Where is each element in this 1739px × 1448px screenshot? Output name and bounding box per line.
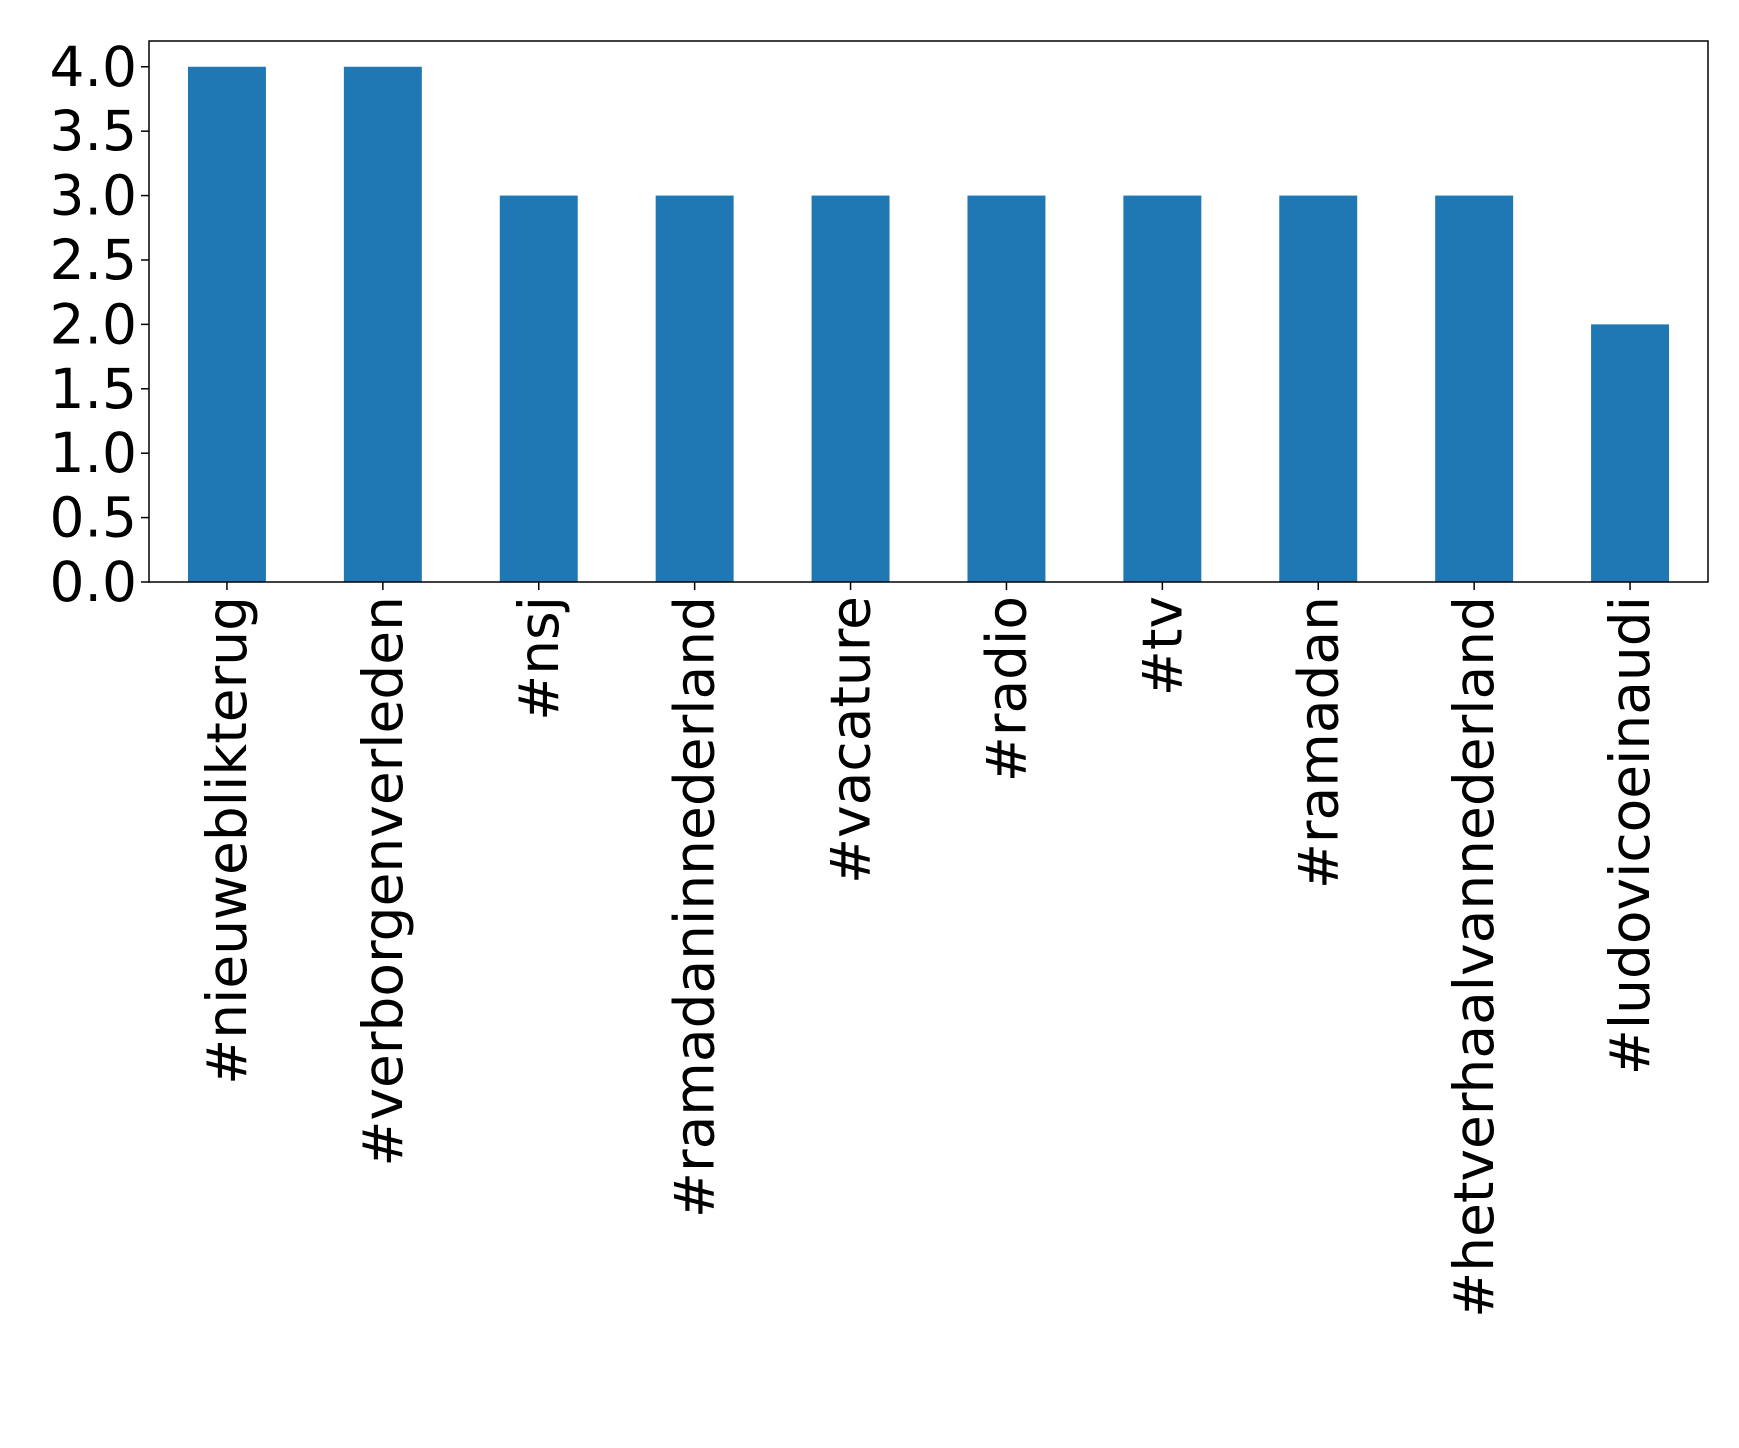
y-tick-label: 1.0 — [50, 421, 137, 485]
y-tick-label: 0.5 — [50, 486, 137, 550]
x-tick-label: #hetverhaalvannederland — [1442, 596, 1506, 1318]
bar — [187, 66, 266, 582]
y-tick-label: 0.0 — [50, 550, 137, 614]
bar — [811, 195, 890, 583]
x-tick-label: #tv — [1130, 596, 1194, 696]
bar — [967, 195, 1046, 583]
plot-frame — [148, 40, 1709, 583]
bar — [499, 195, 578, 583]
bar — [1123, 195, 1202, 583]
y-tick-label: 2.0 — [50, 292, 137, 356]
x-tick-label: #vacature — [819, 596, 883, 884]
bar — [1279, 195, 1358, 583]
x-tick-label: #ramadan — [1286, 596, 1350, 889]
x-tick-label: #verborgenverleden — [351, 596, 415, 1167]
bar — [655, 195, 734, 583]
y-tick-label: 3.5 — [50, 99, 137, 163]
x-tick-label: #ramadaninnederland — [663, 596, 727, 1218]
y-tick-label: 4.0 — [50, 35, 137, 99]
x-tick-label: #nieuweblikterug — [195, 596, 259, 1085]
bar — [1591, 324, 1670, 582]
y-tick-label: 1.5 — [50, 357, 137, 421]
x-tick-label: #ludovicoeinaudi — [1598, 596, 1662, 1075]
bar — [343, 66, 422, 582]
y-tick-label: 2.5 — [50, 228, 137, 292]
bar — [1435, 195, 1514, 583]
y-tick-label: 3.0 — [50, 164, 137, 228]
x-tick-label: #nsj — [507, 596, 571, 721]
x-tick-label: #radio — [974, 596, 1038, 782]
